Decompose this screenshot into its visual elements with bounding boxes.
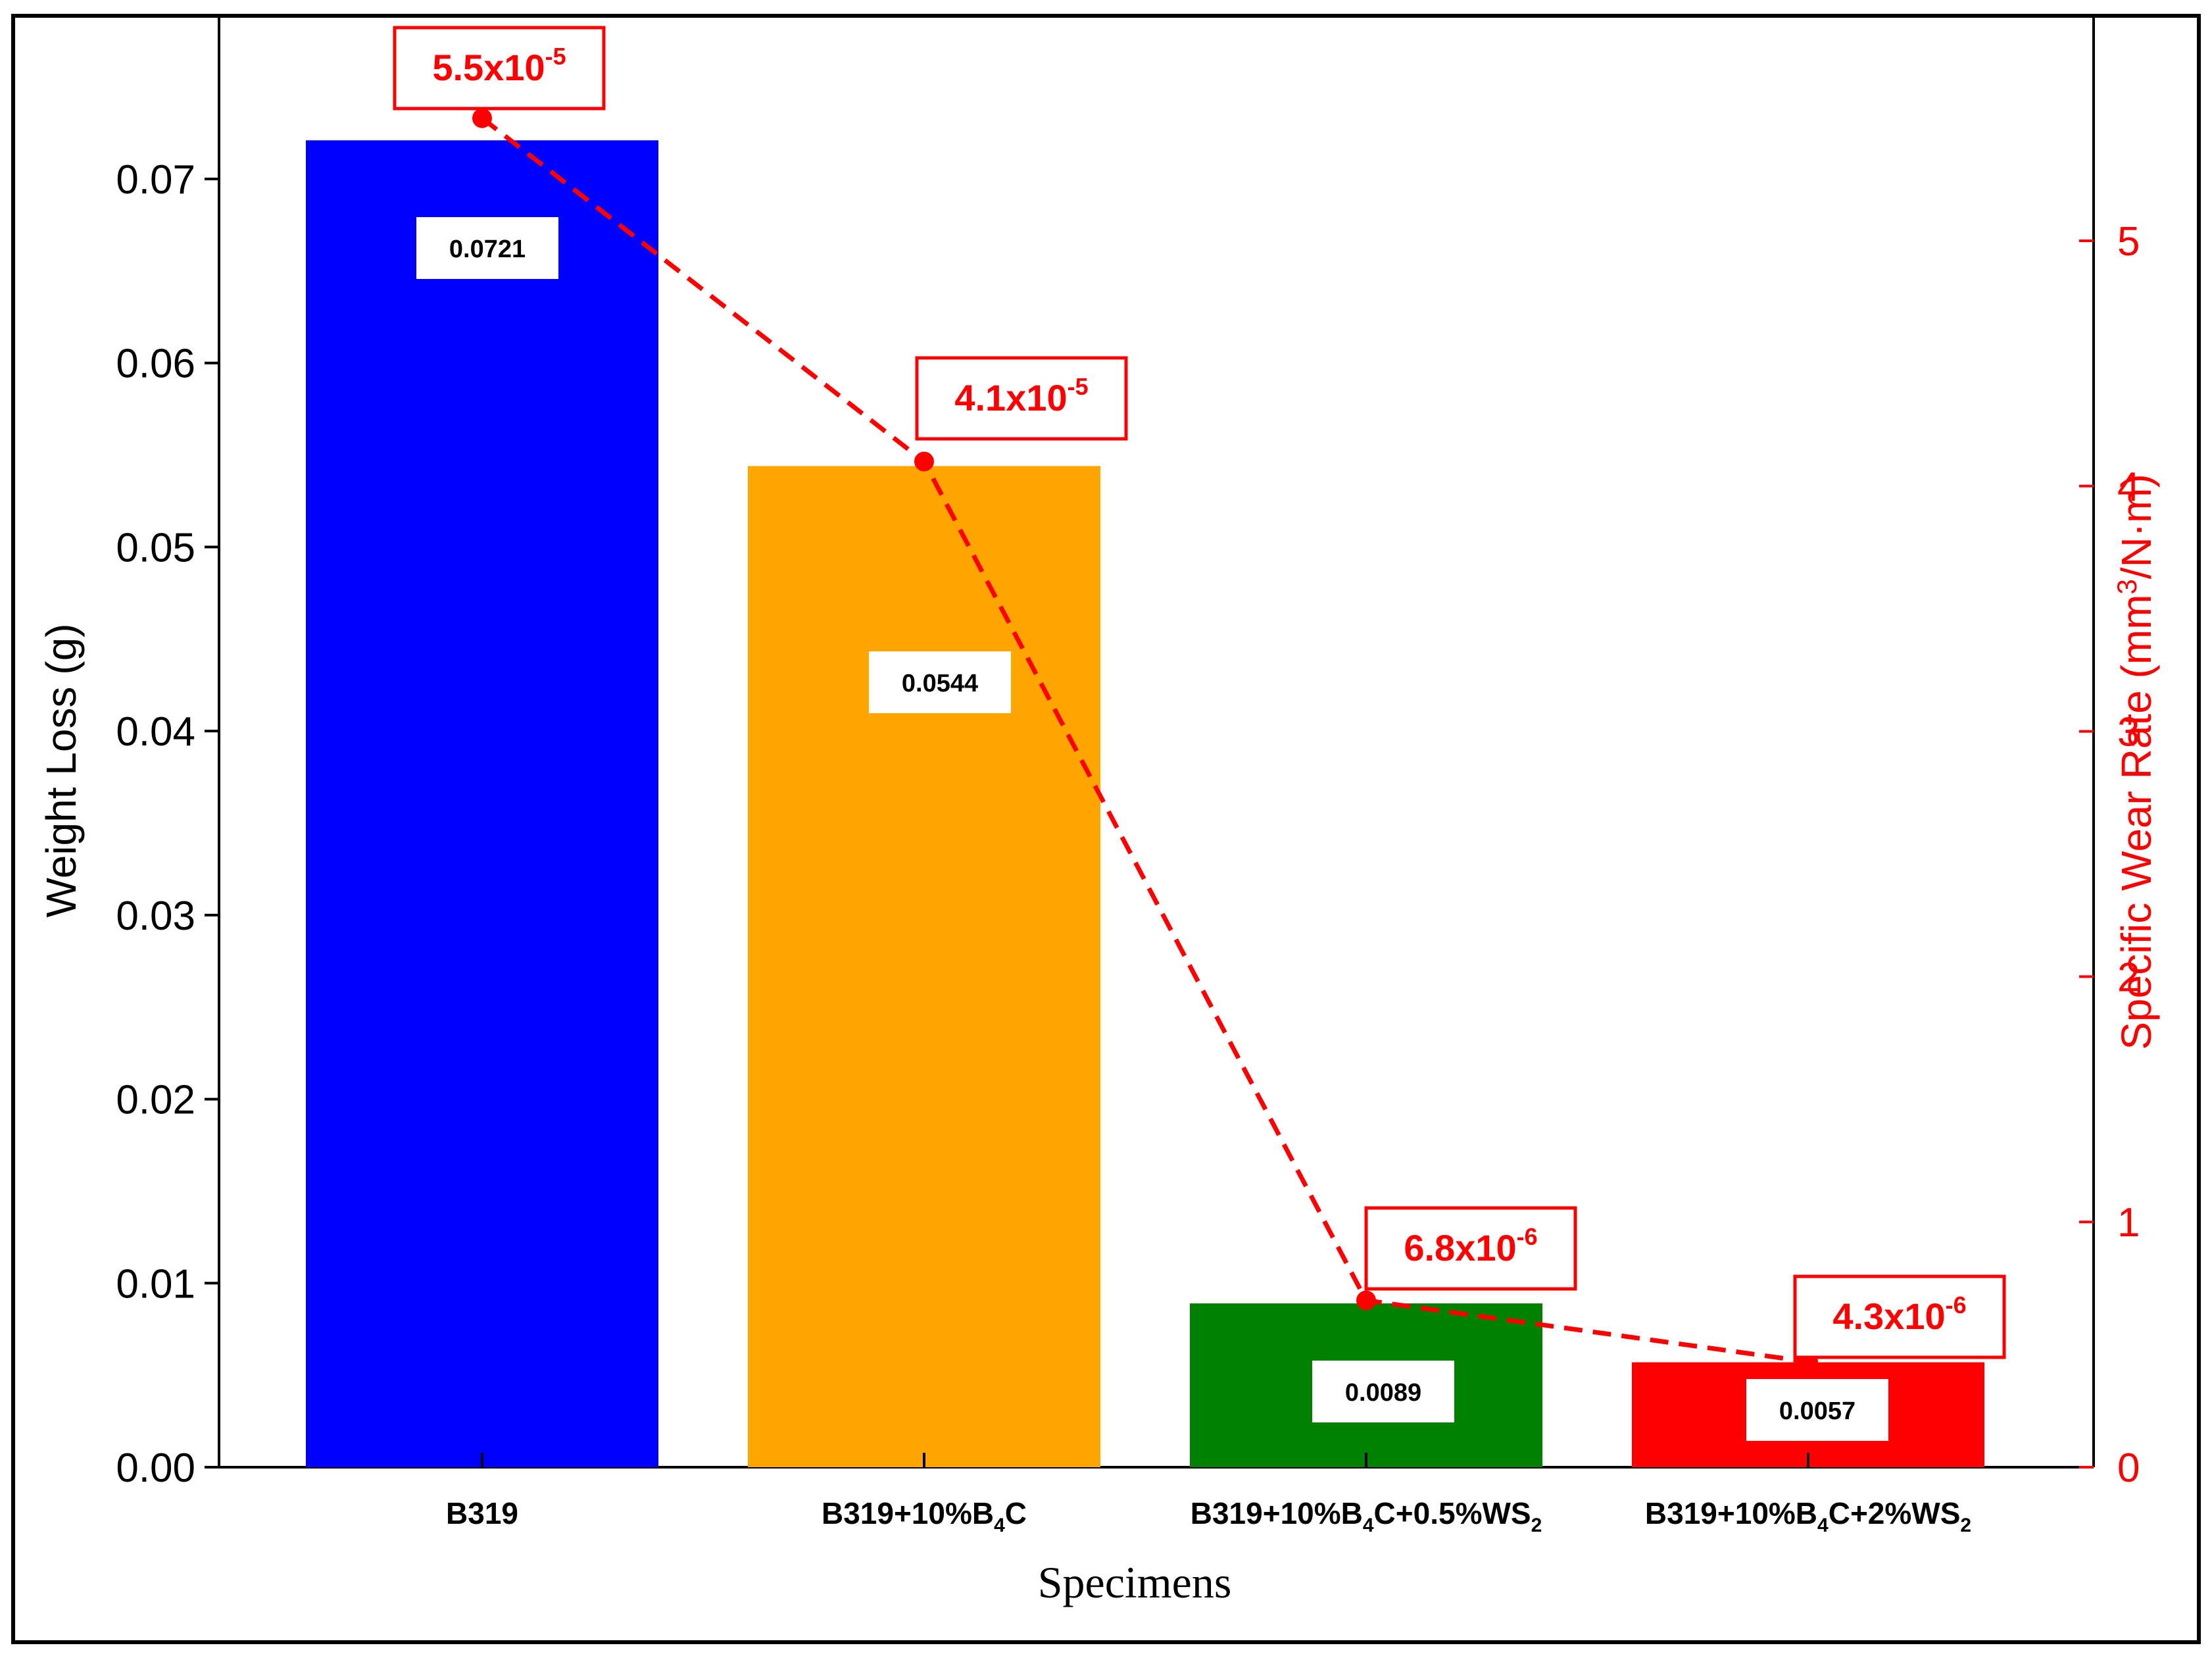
bar-value-label-4: 0.0057: [1779, 1397, 1856, 1425]
y-tick-label: 0.06: [116, 341, 195, 387]
y2-tick-label: 0: [2117, 1445, 2140, 1491]
x-tick-text: C+2%WS: [1829, 1496, 1961, 1530]
bar-value-label-2: 0.0544: [902, 670, 978, 697]
wear-rate-annotation-2: 4.1x10-5: [954, 373, 1088, 418]
bar-value-label-3: 0.0089: [1345, 1379, 1421, 1407]
y-tick-label: 0.02: [116, 1078, 195, 1123]
y2-tick-label: 2: [2117, 955, 2140, 1000]
x-tick-text: C+0.5%WS: [1374, 1496, 1531, 1530]
bar-1: [306, 140, 658, 1467]
x-tick-text: B319+10%B: [1645, 1496, 1817, 1530]
y-tick-label: 0.04: [116, 709, 195, 755]
y-tick-label: 0.07: [116, 157, 195, 203]
x-tick-text: B319+10%B: [1191, 1496, 1363, 1530]
y2-tick-label: 5: [2117, 219, 2140, 264]
x-tick-subscript: 4: [1363, 1515, 1374, 1536]
y2-tick-label: 3: [2117, 710, 2140, 755]
y-tick-label: 0.03: [116, 893, 195, 939]
wear-rate-annotation-box-4: [1793, 1274, 2006, 1359]
y2-label-text: /N·m): [2113, 474, 2160, 579]
annotation-exponent: -5: [1068, 373, 1089, 400]
x-tick-text: B319+10%B: [822, 1496, 994, 1530]
bar-2: [748, 466, 1100, 1468]
wear-rate-point-2: [914, 451, 934, 472]
bar-value-box-1: [416, 217, 558, 279]
wear-rate-line: 5.5x10-54.1x10-56.8x10-64.3x10-6: [393, 26, 2006, 1372]
y2-label-superscript: 3: [2111, 579, 2142, 594]
annotation-exponent: -6: [1946, 1292, 1967, 1319]
bar-value-box-4: [1746, 1379, 1888, 1441]
wear-rate-point-1: [472, 108, 492, 128]
wear-rate-annotation-1: 5.5x10-5: [432, 43, 566, 88]
bar-value-label-1: 0.0721: [449, 236, 526, 263]
annotation-mantissa: 6.8x10: [1404, 1227, 1516, 1269]
annotation-mantissa: 4.1x10: [954, 377, 1067, 418]
y-axis-label: Weight Loss (g): [37, 624, 85, 918]
x-axis-label: Specimens: [1038, 1557, 1232, 1607]
bars: [306, 140, 1984, 1468]
x-tick-label: B319: [446, 1496, 518, 1530]
y-tick-label: 0.01: [116, 1261, 195, 1307]
y2-label-text: Specific Wear Rate (mm: [2113, 594, 2160, 1049]
x-tick-label: B319+10%B4C: [822, 1496, 1027, 1536]
x-tick-subscript: 2: [1960, 1515, 1971, 1536]
wear-rate-annotation-box-1: [393, 26, 606, 111]
annotation-exponent: -5: [545, 43, 566, 70]
y-tick-label: 0.00: [116, 1445, 195, 1491]
annotation-mantissa: 4.3x10: [1832, 1295, 1945, 1337]
x-tick-label: B319+10%B4C+0.5%WS2: [1191, 1496, 1542, 1536]
annotation-mantissa: 5.5x10: [432, 47, 545, 88]
bar-value-labels: 0.0721 0.0544 0.0089 0.0057: [416, 217, 1888, 1441]
y2-tick-label: 1: [2117, 1200, 2140, 1245]
x-tick-text: C: [1005, 1496, 1027, 1530]
x-tick-subscript: 4: [1817, 1515, 1829, 1536]
y2-axis-label: Specific Wear Rate (mm3/N·m): [2111, 474, 2160, 1050]
bar-value-box-3: [1312, 1361, 1454, 1422]
annotation-exponent: -6: [1517, 1223, 1538, 1250]
x-tick-subscript: 2: [1531, 1515, 1542, 1536]
x-tick-subscript: 4: [994, 1515, 1005, 1536]
wear-rate-point-3: [1356, 1290, 1376, 1311]
y2-tick-label: 4: [2117, 465, 2140, 510]
wear-rate-annotation-3: 6.8x10-6: [1404, 1223, 1537, 1269]
wear-rate-annotation-box-2: [915, 356, 1128, 441]
y-tick-label: 0.05: [116, 525, 195, 570]
ticks: 0.00 0.01 0.02 0.03 0.04 0.05 0.06 0.07 0 1 2 3 4 5 B3…: [116, 157, 2140, 1536]
bar-value-box-2: [869, 651, 1011, 713]
wear-rate-annotation-4: 4.3x10-6: [1832, 1292, 1966, 1337]
x-tick-label: B319+10%B4C+2%WS2: [1645, 1496, 1971, 1536]
wear-rate-annotation-box-3: [1364, 1206, 1577, 1291]
x-tick-text: B319: [446, 1496, 518, 1530]
